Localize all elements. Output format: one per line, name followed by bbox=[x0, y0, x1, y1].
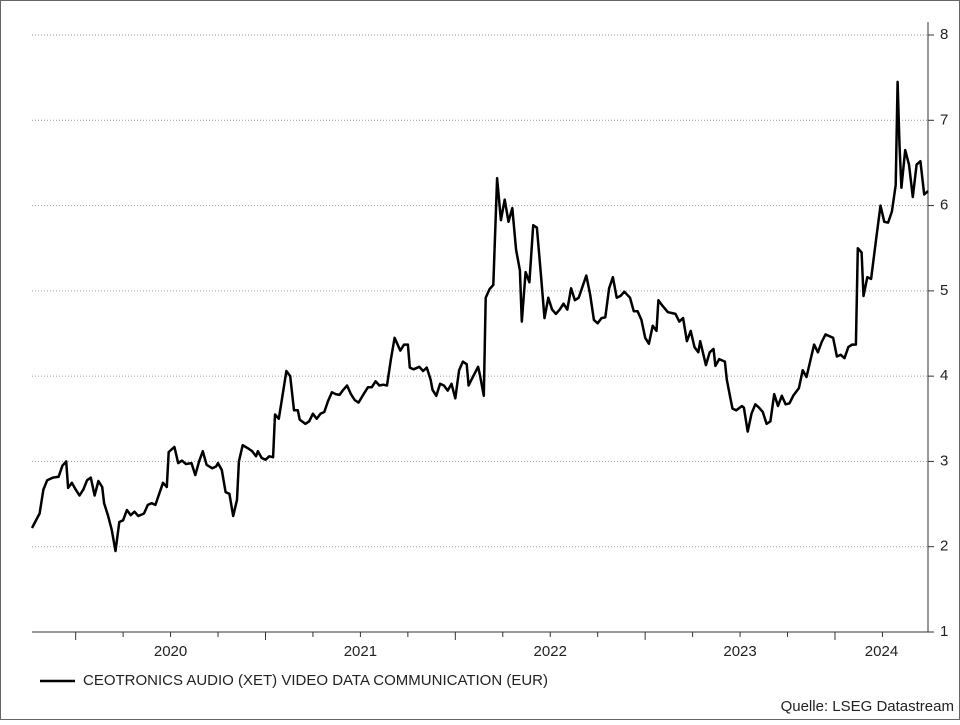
x-tick-label: 2022 bbox=[534, 643, 567, 660]
y-tick-label: 1 bbox=[940, 623, 948, 640]
y-tick-label: 8 bbox=[940, 26, 948, 43]
legend-label: CEOTRONICS AUDIO (XET) VIDEO DATA COMMUN… bbox=[83, 672, 548, 689]
y-tick-label: 7 bbox=[940, 111, 948, 128]
source: Quelle: LSEG Datastream bbox=[781, 698, 954, 715]
y-tick-label: 4 bbox=[940, 367, 948, 384]
x-tick-label: 2021 bbox=[344, 643, 377, 660]
y-tick-label: 3 bbox=[940, 452, 948, 469]
x-tick-label: 2023 bbox=[723, 643, 756, 660]
y-tick-label: 5 bbox=[940, 282, 948, 299]
y-tick-label: 6 bbox=[940, 197, 948, 214]
price-line bbox=[30, 80, 929, 553]
y-tick-label: 2 bbox=[940, 538, 948, 555]
x-tick-label: 2024 bbox=[865, 643, 898, 660]
x-tick-label: 2020 bbox=[154, 643, 187, 660]
